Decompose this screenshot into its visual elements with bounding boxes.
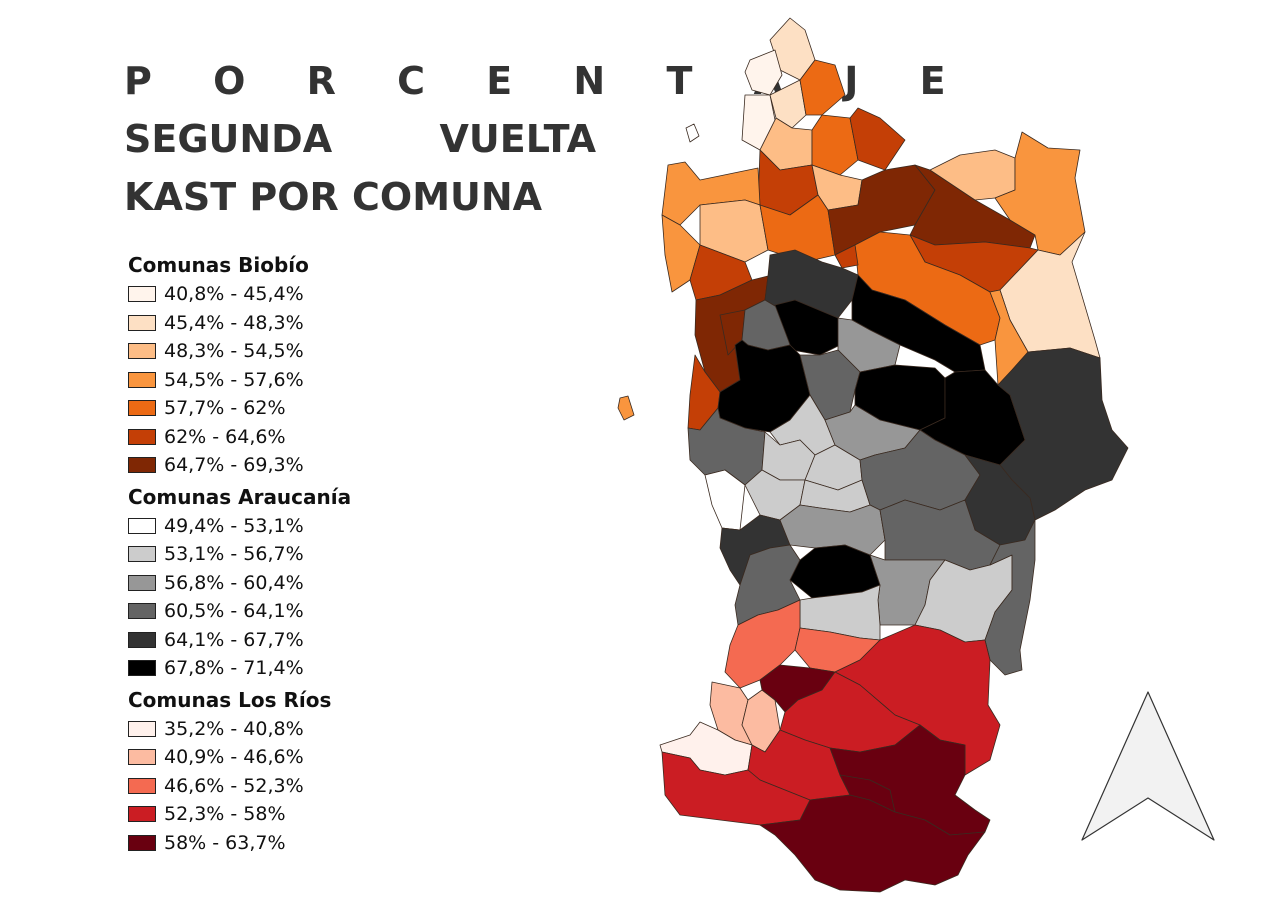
legend-swatch bbox=[128, 660, 156, 677]
legend-label: 67,8% - 71,4% bbox=[164, 657, 304, 680]
legend-label: 46,6% - 52,3% bbox=[164, 774, 304, 797]
legend-label: 60,5% - 64,1% bbox=[164, 600, 304, 623]
legend-item: 46,6% - 52,3% bbox=[128, 772, 448, 801]
legend-item: 53,1% - 56,7% bbox=[128, 540, 448, 569]
comuna bbox=[839, 774, 896, 813]
legend-label: 57,7% - 62% bbox=[164, 397, 286, 420]
comuna bbox=[769, 79, 807, 129]
comuna bbox=[984, 519, 1036, 676]
comuna bbox=[799, 59, 846, 116]
legend-item: 67,8% - 71,4% bbox=[128, 654, 448, 683]
legend-label: 48,3% - 54,5% bbox=[164, 340, 304, 363]
legend-swatch bbox=[128, 777, 156, 794]
legend-label: 58% - 63,7% bbox=[164, 831, 286, 854]
legend-item: 56,8% - 60,4% bbox=[128, 569, 448, 598]
legend-item: 48,3% - 54,5% bbox=[128, 337, 448, 366]
legend-label: 53,1% - 56,7% bbox=[164, 543, 304, 566]
title-line-2-word-2: VUELTA bbox=[439, 117, 596, 161]
legend-heading-biobio: Comunas Biobío bbox=[128, 253, 309, 277]
legend-item: 54,5% - 57,6% bbox=[128, 366, 448, 395]
legend-swatch bbox=[128, 343, 156, 360]
legend-swatch bbox=[128, 749, 156, 766]
comuna bbox=[724, 599, 801, 689]
legend-swatch bbox=[128, 834, 156, 851]
legend-item: 62% - 64,6% bbox=[128, 423, 448, 452]
legend-item: 64,1% - 67,7% bbox=[128, 626, 448, 655]
legend-item: 57,7% - 62% bbox=[128, 394, 448, 423]
legend-label: 40,9% - 46,6% bbox=[164, 746, 304, 769]
legend-item: 45,4% - 48,3% bbox=[128, 309, 448, 338]
legend-item: 58% - 63,7% bbox=[128, 829, 448, 858]
legend-label: 49,4% - 53,1% bbox=[164, 514, 304, 537]
legend-swatch bbox=[128, 286, 156, 303]
comuna bbox=[849, 107, 906, 171]
legend-swatch bbox=[128, 574, 156, 591]
legend-label: 35,2% - 40,8% bbox=[164, 717, 304, 740]
legend-item: 64,7% - 69,3% bbox=[128, 451, 448, 480]
legend-swatch bbox=[128, 546, 156, 563]
legend-swatch bbox=[128, 371, 156, 388]
legend-item: 40,9% - 46,6% bbox=[128, 743, 448, 772]
title-line-2: SEGUNDA VUELTA bbox=[124, 110, 596, 168]
legend-label: 56,8% - 60,4% bbox=[164, 571, 304, 594]
legend-label: 54,5% - 57,6% bbox=[164, 368, 304, 391]
title-line-2-word-1: SEGUNDA bbox=[124, 117, 333, 161]
legend-swatch bbox=[128, 631, 156, 648]
legend-group-losrios: 35,2% - 40,8% 40,9% - 46,6% 46,6% - 52,3% 5… bbox=[128, 715, 448, 858]
legend-group-araucania: 49,4% - 53,1% 53,1% - 56,7% 56,8% - 60,4% 6… bbox=[128, 512, 448, 683]
choropleth-map bbox=[617, 17, 1129, 893]
legend-swatch bbox=[128, 603, 156, 620]
legend-label: 45,4% - 48,3% bbox=[164, 311, 304, 334]
legend-heading-araucania: Comunas Araucanía bbox=[128, 484, 352, 509]
region-biobio bbox=[617, 17, 1101, 431]
legend-item: 52,3% - 58% bbox=[128, 800, 448, 829]
comuna bbox=[997, 347, 1129, 521]
legend-heading-losrios: Comunas Los Ríos bbox=[128, 687, 332, 712]
map-legend: Comunas Biobío 40,8% - 45,4% 45,4% - 48,3… bbox=[128, 250, 448, 857]
comuna bbox=[834, 244, 859, 269]
legend-item: 60,5% - 64,1% bbox=[128, 597, 448, 626]
legend-swatch bbox=[128, 720, 156, 737]
legend-item: 40,8% - 45,4% bbox=[128, 280, 448, 309]
legend-swatch bbox=[128, 457, 156, 474]
comuna bbox=[685, 123, 700, 143]
comuna bbox=[661, 751, 811, 826]
legend-group-biobio: 40,8% - 45,4% 45,4% - 48,3% 48,3% - 54,5% 5… bbox=[128, 280, 448, 480]
title-line-1: P O R C E N T A J E bbox=[124, 59, 970, 103]
comuna bbox=[617, 395, 635, 421]
comuna bbox=[734, 544, 801, 626]
legend-swatch bbox=[128, 400, 156, 417]
north-arrow-icon bbox=[1081, 691, 1215, 841]
legend-swatch bbox=[128, 314, 156, 331]
legend-item: 49,4% - 53,1% bbox=[128, 512, 448, 541]
legend-label: 64,7% - 69,3% bbox=[164, 454, 304, 477]
legend-swatch bbox=[128, 428, 156, 445]
legend-label: 52,3% - 58% bbox=[164, 803, 286, 826]
region-losrios bbox=[659, 599, 1001, 893]
legend-swatch bbox=[128, 806, 156, 823]
legend-label: 40,8% - 45,4% bbox=[164, 283, 304, 306]
legend-label: 62% - 64,6% bbox=[164, 425, 286, 448]
legend-item: 35,2% - 40,8% bbox=[128, 715, 448, 744]
map-title: P O R C E N T A J E SEGUNDA VUELTA KAST … bbox=[124, 52, 970, 226]
legend-swatch bbox=[128, 517, 156, 534]
region-araucania bbox=[687, 249, 1129, 676]
comuna bbox=[744, 49, 783, 96]
legend-label: 64,1% - 67,7% bbox=[164, 628, 304, 651]
title-line-3: KAST POR COMUNA bbox=[124, 175, 543, 219]
